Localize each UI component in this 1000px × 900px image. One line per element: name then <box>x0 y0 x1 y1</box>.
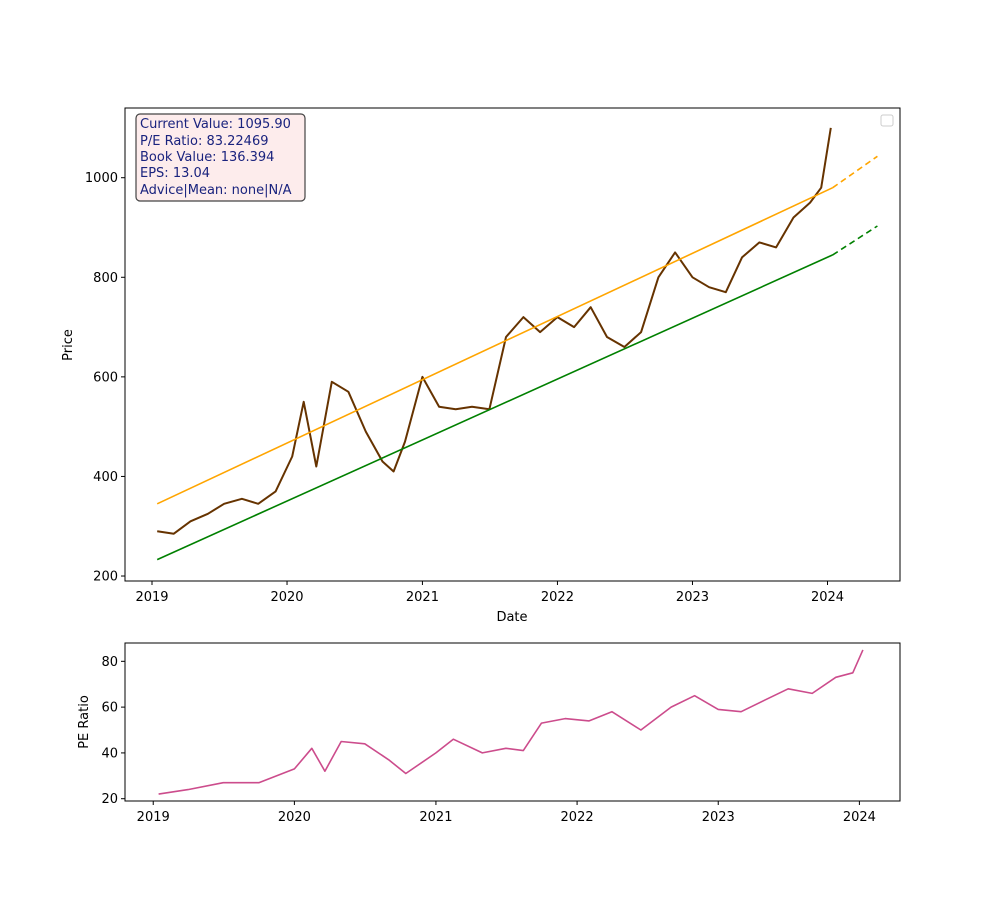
x-tick-label: 2020 <box>278 810 311 825</box>
price-y-axis-label: Price <box>61 329 76 361</box>
x-tick-label: 2024 <box>843 810 876 825</box>
pe-y-ticks: 20 40 60 80 <box>101 655 125 807</box>
price-x-ticks: 2019 2020 2021 2022 2023 2024 <box>135 581 844 605</box>
x-tick-label: 2023 <box>676 590 709 605</box>
pe-series-group <box>158 649 864 795</box>
y-tick-label: 200 <box>93 570 118 585</box>
series-line-0-4 <box>832 225 878 256</box>
price-series-group <box>156 127 878 561</box>
x-tick-label: 2024 <box>811 590 844 605</box>
price-chart: 2019 2020 2021 2022 2023 2024 200 400 600 800 100… <box>61 107 901 625</box>
series-line-0-1 <box>156 186 834 505</box>
y-tick-label: 80 <box>101 655 118 670</box>
pe-ratio-chart: 2019 2020 2021 2022 2023 2024 20 40 60 80 PE Rat… <box>77 642 901 825</box>
legend-box <box>880 114 894 127</box>
info-eps: EPS: 13.04 <box>140 166 210 181</box>
pe-x-ticks: 2019 2020 2021 2022 2023 2024 <box>137 801 876 825</box>
y-tick-label: 40 <box>101 746 118 761</box>
x-tick-label: 2021 <box>406 590 439 605</box>
pe-plot-frame <box>124 642 901 802</box>
price-x-axis-label: Date <box>496 610 527 625</box>
info-box-background <box>135 113 306 202</box>
x-tick-label: 2023 <box>702 810 735 825</box>
price-plot-frame <box>124 107 901 582</box>
info-current-value: Current Value: 1095.90 <box>140 117 291 132</box>
series-line-0-3 <box>156 254 834 561</box>
price-y-ticks: 200 400 600 800 1000 <box>85 171 125 585</box>
y-tick-label: 20 <box>101 792 118 807</box>
info-pe-ratio: P/E Ratio: 83.22469 <box>140 134 268 149</box>
info-box: Current Value: 1095.90 P/E Ratio: 83.224… <box>135 113 306 202</box>
y-tick-label: 400 <box>93 470 118 485</box>
series-line-0-2 <box>832 155 878 189</box>
x-tick-label: 2022 <box>541 590 574 605</box>
x-tick-label: 2019 <box>135 590 168 605</box>
y-tick-label: 60 <box>101 701 118 716</box>
pe-y-axis-label: PE Ratio <box>77 695 92 749</box>
y-tick-label: 600 <box>93 370 118 385</box>
info-book-value: Book Value: 136.394 <box>140 150 274 165</box>
x-tick-label: 2020 <box>270 590 303 605</box>
info-advice-mean: Advice|Mean: none|N/A <box>140 183 292 198</box>
x-tick-label: 2022 <box>561 810 594 825</box>
x-tick-label: 2019 <box>137 810 170 825</box>
y-tick-label: 800 <box>93 271 118 286</box>
y-tick-label: 1000 <box>85 171 118 186</box>
series-line-1-0 <box>158 649 864 795</box>
x-tick-label: 2021 <box>419 810 452 825</box>
